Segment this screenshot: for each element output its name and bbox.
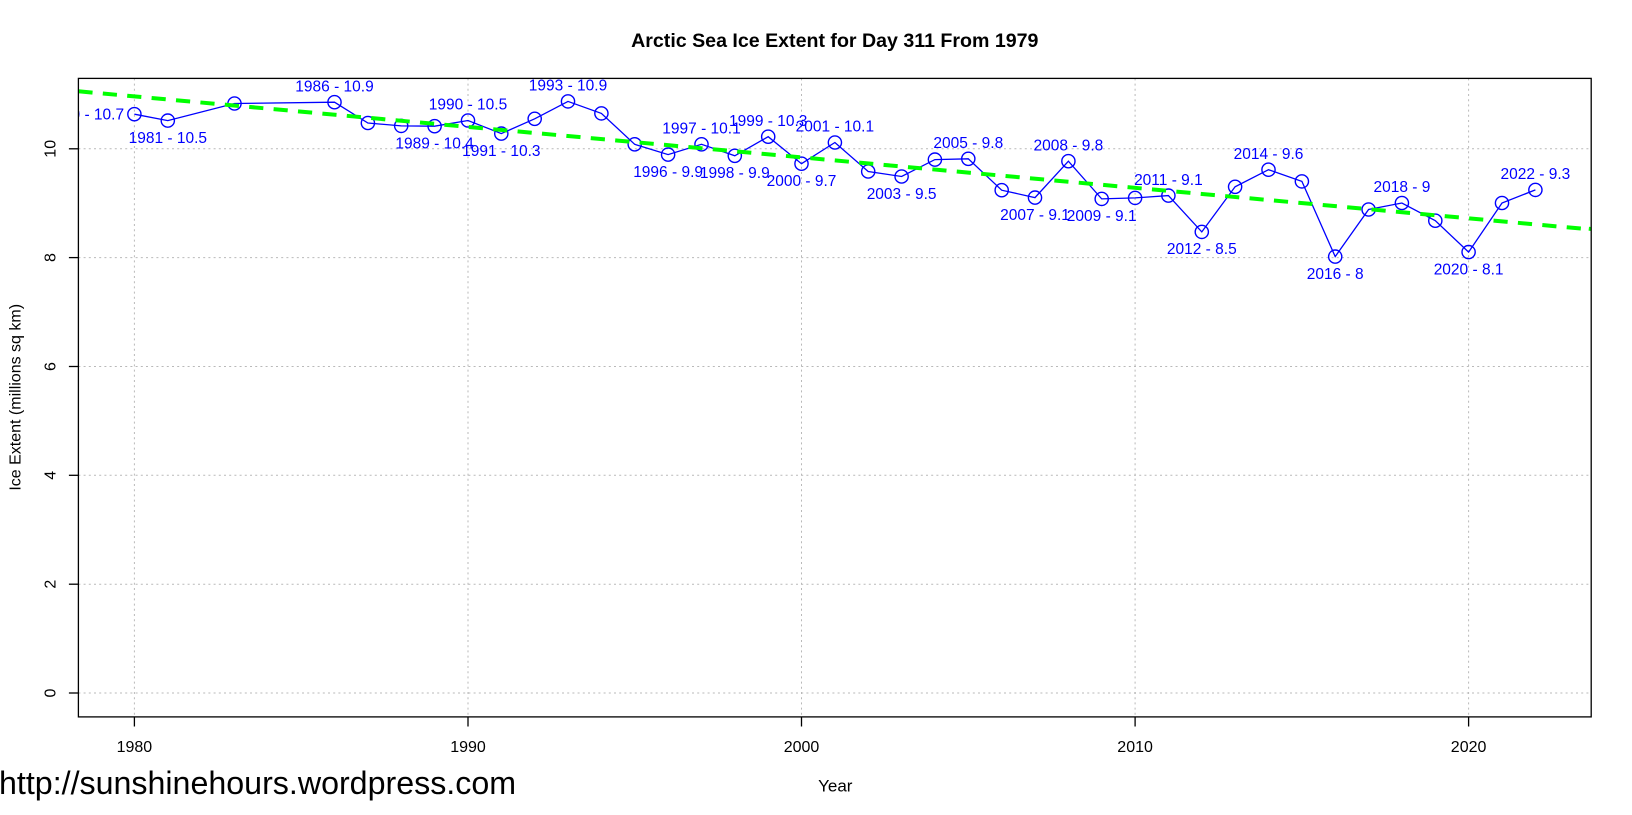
svg-text:2005 - 9.8: 2005 - 9.8 [933, 135, 1003, 152]
svg-text:1980 - 10.7: 1980 - 10.7 [46, 106, 124, 123]
svg-text:1999 - 10.3: 1999 - 10.3 [729, 113, 807, 130]
svg-text:0: 0 [43, 688, 60, 697]
svg-text:2010: 2010 [1117, 739, 1153, 756]
svg-text:2000 - 9.7: 2000 - 9.7 [767, 173, 837, 190]
svg-text:2007 - 9.1: 2007 - 9.1 [1000, 207, 1070, 224]
svg-text:Ice Extent (millions sq km): Ice Extent (millions sq km) [8, 304, 25, 491]
svg-text:8: 8 [43, 253, 60, 262]
svg-text:2018 - 9: 2018 - 9 [1373, 179, 1430, 196]
svg-text:1980: 1980 [117, 739, 153, 756]
svg-text:1991 - 10.3: 1991 - 10.3 [462, 143, 540, 160]
svg-text:2001 - 10.1: 2001 - 10.1 [796, 119, 874, 136]
svg-text:2: 2 [43, 580, 60, 589]
svg-text:1990 - 10.5: 1990 - 10.5 [429, 97, 507, 114]
svg-text:1997 - 10.1: 1997 - 10.1 [662, 121, 740, 138]
svg-text:2000: 2000 [784, 739, 820, 756]
svg-text:Year: Year [818, 776, 853, 795]
svg-text:Arctic Sea Ice Extent for Day: Arctic Sea Ice Extent for Day 311 From 1… [631, 30, 1038, 52]
svg-text:1989 - 10.4: 1989 - 10.4 [395, 136, 474, 153]
svg-text:2009 - 9.1: 2009 - 9.1 [1067, 208, 1137, 225]
svg-text:6: 6 [43, 362, 60, 371]
svg-text:http://sunshinehours.wordpress: http://sunshinehours.wordpress.com [0, 765, 516, 801]
svg-text:2020 - 8.1: 2020 - 8.1 [1434, 261, 1504, 278]
svg-text:1996 - 9.9: 1996 - 9.9 [633, 164, 703, 181]
svg-text:1993 - 10.9: 1993 - 10.9 [529, 78, 607, 95]
svg-text:2012 - 8.5: 2012 - 8.5 [1167, 241, 1237, 258]
svg-text:2011 - 9.1: 2011 - 9.1 [1134, 172, 1203, 189]
svg-text:2020: 2020 [1451, 739, 1487, 756]
svg-text:1998 - 9.9: 1998 - 9.9 [700, 165, 770, 182]
svg-text:1981 - 10.5: 1981 - 10.5 [129, 130, 207, 147]
svg-text:1986 - 10.9: 1986 - 10.9 [295, 78, 373, 95]
svg-text:2008 - 9.8: 2008 - 9.8 [1033, 137, 1103, 154]
svg-text:1990: 1990 [450, 739, 486, 756]
svg-text:2016 - 8: 2016 - 8 [1307, 266, 1364, 283]
svg-text:10: 10 [43, 140, 60, 158]
svg-text:4: 4 [43, 471, 60, 480]
svg-text:2014 - 9.6: 2014 - 9.6 [1234, 146, 1304, 163]
svg-text:2003 - 9.5: 2003 - 9.5 [867, 186, 937, 203]
svg-text:2022 - 9.3: 2022 - 9.3 [1500, 166, 1570, 183]
